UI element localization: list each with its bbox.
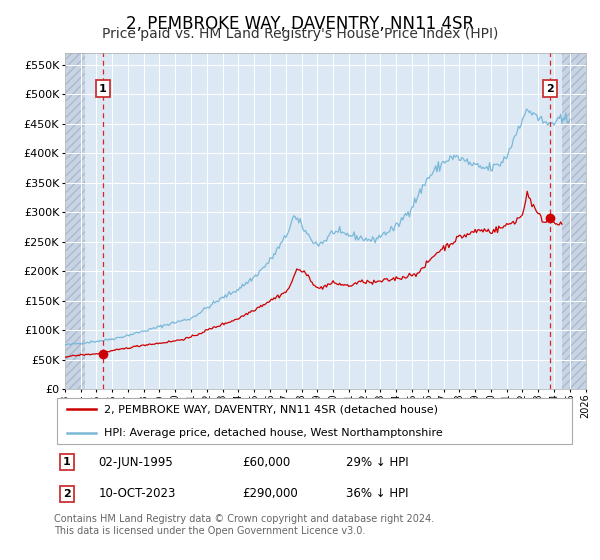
Text: 2: 2 <box>547 83 554 94</box>
Text: 1: 1 <box>63 458 71 468</box>
Text: 36% ↓ HPI: 36% ↓ HPI <box>346 487 409 500</box>
Text: £60,000: £60,000 <box>242 456 290 469</box>
Text: £290,000: £290,000 <box>242 487 298 500</box>
Bar <box>562 53 586 389</box>
Bar <box>562 53 586 389</box>
Bar <box>65 53 85 389</box>
Text: 2, PEMBROKE WAY, DAVENTRY, NN11 4SR (detached house): 2, PEMBROKE WAY, DAVENTRY, NN11 4SR (det… <box>104 404 437 414</box>
Text: 02-JUN-1995: 02-JUN-1995 <box>98 456 173 469</box>
Text: 2: 2 <box>63 489 71 499</box>
Text: Price paid vs. HM Land Registry's House Price Index (HPI): Price paid vs. HM Land Registry's House … <box>102 27 498 41</box>
Text: 1: 1 <box>99 83 107 94</box>
Text: 10-OCT-2023: 10-OCT-2023 <box>98 487 176 500</box>
Bar <box>65 53 85 389</box>
Text: 2, PEMBROKE WAY, DAVENTRY, NN11 4SR: 2, PEMBROKE WAY, DAVENTRY, NN11 4SR <box>126 15 474 32</box>
Text: HPI: Average price, detached house, West Northamptonshire: HPI: Average price, detached house, West… <box>104 428 442 438</box>
FancyBboxPatch shape <box>56 398 572 444</box>
Text: Contains HM Land Registry data © Crown copyright and database right 2024.
This d: Contains HM Land Registry data © Crown c… <box>54 514 434 536</box>
Text: 29% ↓ HPI: 29% ↓ HPI <box>346 456 409 469</box>
